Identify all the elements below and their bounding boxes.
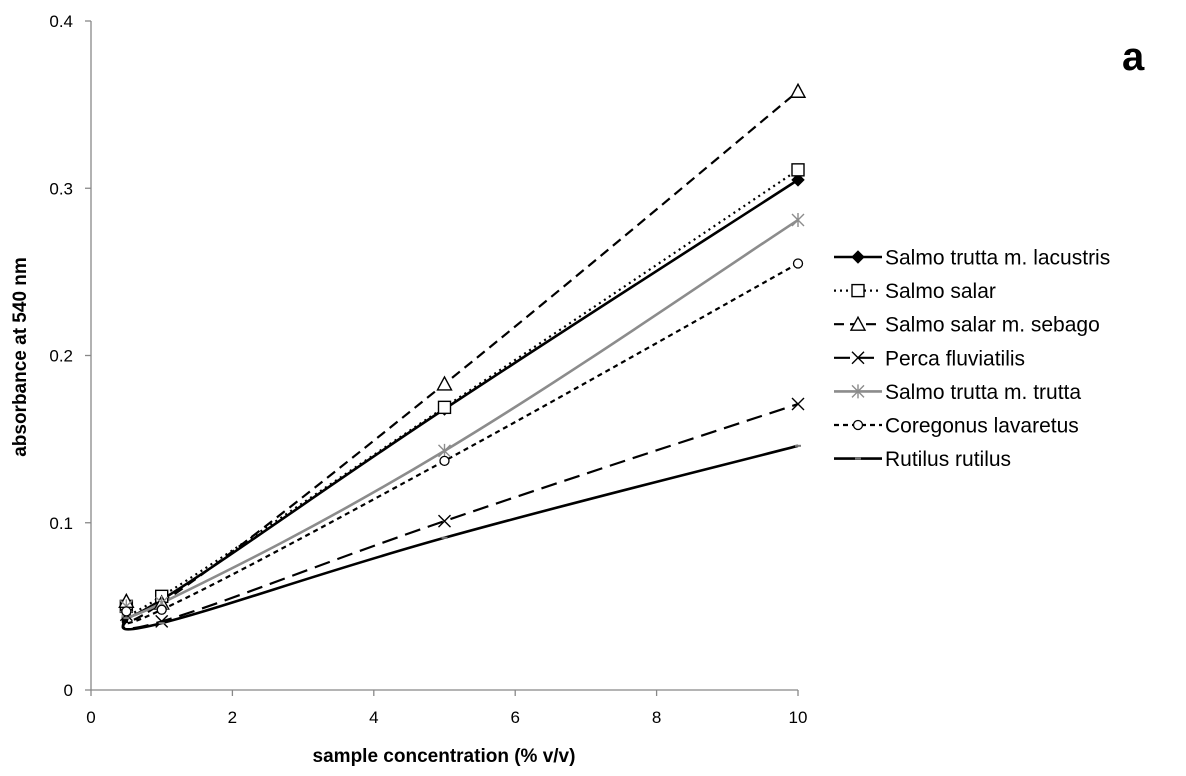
x-tick-label: 8	[652, 708, 661, 727]
legend-marker	[851, 351, 865, 365]
legend-item-salmo-trutta-m-lacustris: Salmo trutta m. lacustris	[834, 247, 1110, 270]
x-tick-label: 0	[86, 708, 95, 727]
data-point-salmo-salar	[437, 400, 452, 415]
y-axis-title: absorbance at 540 nm	[10, 257, 31, 457]
legend-marker	[852, 419, 864, 431]
x-tick-label: 6	[510, 708, 519, 727]
data-point-salmo-trutta-m-lacustris	[791, 173, 805, 187]
y-tick-label: 0.2	[49, 347, 73, 366]
x-axis-title: sample concentration (% v/v)	[313, 746, 576, 767]
legend-label: Coregonus lavaretus	[885, 415, 1079, 438]
legend-marker	[849, 315, 867, 331]
data-point-salmo-salar-m-sebago	[436, 375, 453, 391]
legend-item-perca-fluviatilis: Perca fluviatilis	[834, 347, 1025, 370]
legend-item-salmo-salar-m-sebago: Salmo salar m. sebago	[834, 314, 1100, 337]
data-point-salmo-trutta-m-trutta	[791, 213, 805, 228]
x-tick-label: 4	[369, 708, 378, 727]
data-point-coregonus-lavaretus	[156, 604, 167, 615]
panel-label: a	[1122, 35, 1145, 79]
legend-marker	[851, 250, 865, 264]
data-point-salmo-salar-m-sebago	[789, 82, 807, 98]
y-axis-ticks: 0 0.1 0.2 0.3 0.4	[49, 12, 91, 700]
legend-marker	[851, 384, 865, 399]
legend-marker	[851, 283, 865, 298]
y-tick-label: 0	[64, 681, 73, 700]
x-tick-label: 2	[228, 708, 237, 727]
legend-label: Perca fluviatilis	[885, 347, 1025, 370]
data-point-coregonus-lavaretus	[121, 606, 132, 617]
series-lines	[121, 90, 799, 631]
series-line-coregonus-lavaretus	[121, 262, 799, 625]
data-point-salmo-trutta-m-trutta	[438, 443, 451, 458]
data-point-perca-fluviatilis	[155, 614, 169, 628]
legend-item-coregonus-lavaretus: Coregonus lavaretus	[834, 415, 1079, 438]
x-tick-label: 10	[789, 708, 808, 727]
legend-label: Salmo trutta m. trutta	[885, 381, 1081, 404]
y-tick-label: 0.3	[49, 179, 73, 198]
series-line-salmo-salar-m-sebago	[121, 90, 799, 624]
legend-label: Salmo trutta m. lacustris	[885, 247, 1110, 270]
legend-item-salmo-salar: Salmo salar	[834, 280, 996, 303]
y-tick-label: 0.1	[49, 514, 73, 533]
axes: 0 0.1 0.2 0.3 0.4 0 2 4 6 8 10	[49, 12, 807, 727]
series-line-rutilus-rutilus	[121, 444, 799, 631]
legend-item-rutilus-rutilus: Rutilus rutilus	[834, 448, 1011, 471]
legend-label: Salmo salar m. sebago	[885, 314, 1100, 337]
series-line-perca-fluviatilis	[121, 402, 799, 630]
data-point-coregonus-lavaretus	[439, 455, 450, 467]
y-tick-label: 0.4	[49, 12, 73, 31]
x-axis-ticks: 0 2 4 6 8 10	[86, 690, 807, 727]
series-line-salmo-trutta-m-lacustris	[121, 178, 799, 620]
data-point-salmo-salar	[791, 163, 805, 177]
data-point-coregonus-lavaretus	[792, 258, 804, 269]
series-markers	[118, 82, 807, 628]
legend-label: Salmo salar	[885, 280, 996, 303]
legend-label: Rutilus rutilus	[885, 448, 1011, 471]
data-point-perca-fluviatilis	[438, 514, 451, 528]
legend: Salmo trutta m. lacustris Salmo salar Salm…	[834, 247, 1110, 471]
series-line-salmo-salar	[121, 168, 799, 618]
legend-item-salmo-trutta-m-trutta: Salmo trutta m. trutta	[834, 381, 1081, 404]
data-point-perca-fluviatilis	[791, 397, 805, 411]
